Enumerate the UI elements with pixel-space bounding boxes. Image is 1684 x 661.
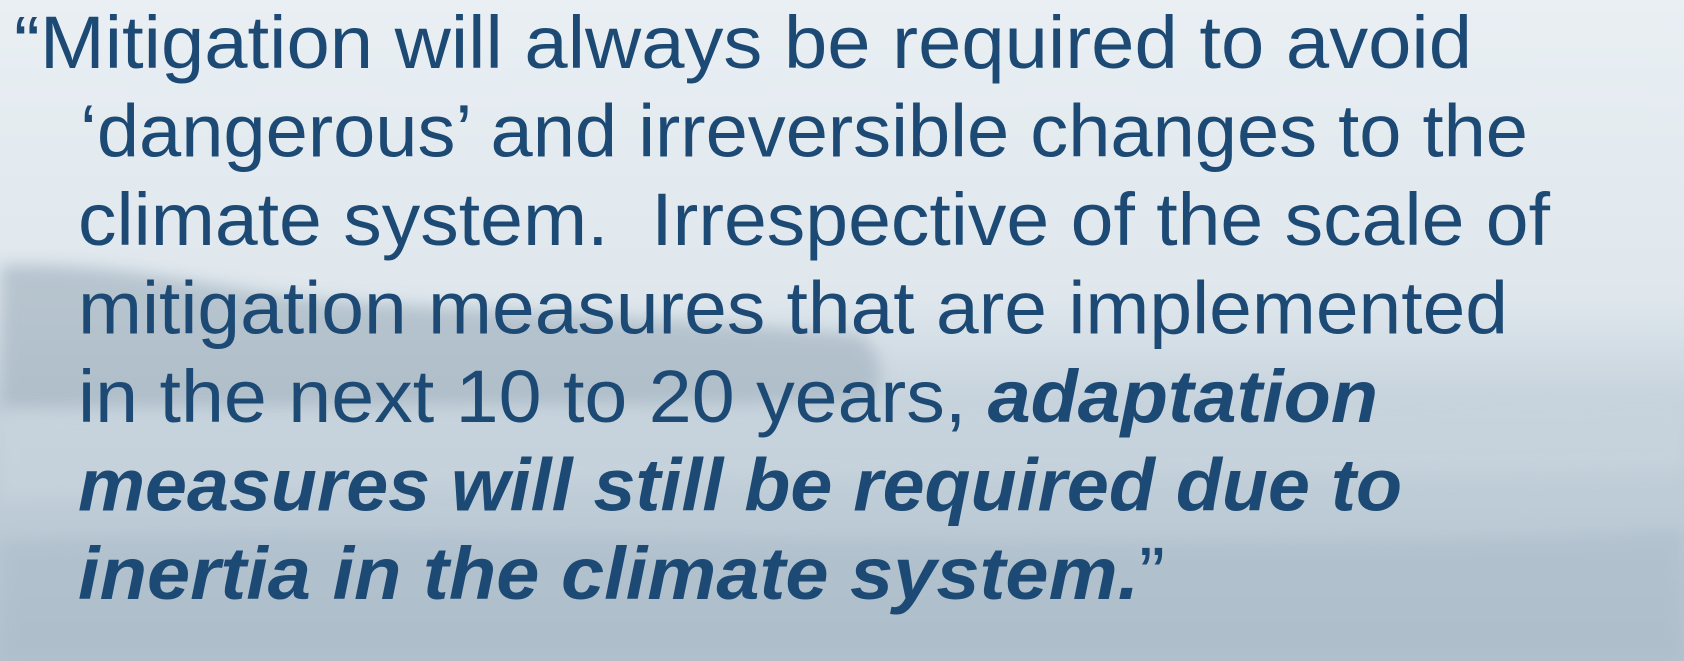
quote-text: ” [1139,532,1165,615]
quote-emphasis: adaptation [988,355,1378,438]
quote-text: ‘dangerous’ and irreversible changes to … [80,90,1528,173]
quote-line: “Mitigation will always be required to a… [14,1,1472,84]
quote-line: mitigation measures that are implemented [78,267,1508,350]
quote-text: “Mitigation will always be required to a… [14,1,1472,84]
page: “Mitigation will always be required to a… [0,0,1684,661]
quote-text: climate system. Irrespective of the scal… [78,178,1550,261]
quote-emphasis: inertia in the climate system. [78,532,1139,615]
quote: “Mitigation will always be required to a… [14,1,1550,615]
quote-text: in the next 10 to 20 years, [78,355,988,438]
slide: “Mitigation will always be required to a… [0,0,1684,661]
quote-line: in the next 10 to 20 years, adaptation [78,355,1378,438]
quote-emphasis: measures will still be required due to [78,444,1402,527]
quote-text: mitigation measures that are implemented [78,267,1508,350]
quote-line: inertia in the climate system.” [78,532,1165,615]
quote-line: climate system. Irrespective of the scal… [78,178,1550,261]
quote-line: measures will still be required due to [78,444,1402,527]
quote-line: ‘dangerous’ and irreversible changes to … [80,90,1528,173]
